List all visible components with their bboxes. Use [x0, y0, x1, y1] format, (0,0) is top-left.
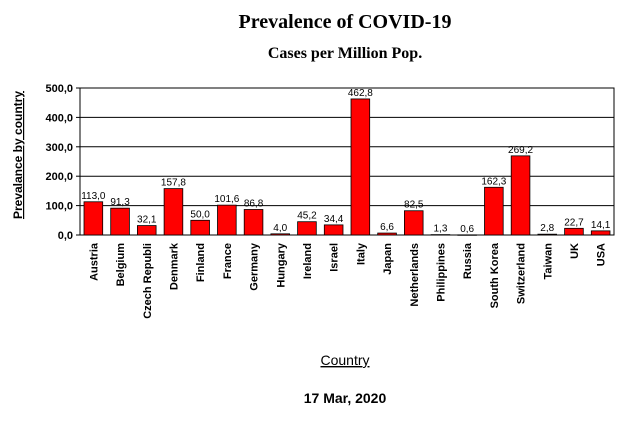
- footnote-date: 17 Mar, 2020: [304, 390, 387, 406]
- bar: [564, 227, 584, 236]
- x-tick-label: Switzerland: [516, 243, 528, 304]
- y-tick-label: 400,0: [45, 112, 73, 124]
- bar: [590, 230, 611, 236]
- y-tick-label: 300,0: [45, 142, 73, 154]
- bar: [110, 207, 130, 236]
- bar: [377, 232, 397, 236]
- x-tick-labels: Austria Belgium Czech Republi Denmark Finlan…: [88, 242, 607, 319]
- x-tick-label: Taiwan: [542, 243, 554, 280]
- bar: [404, 210, 424, 236]
- bar: [457, 234, 477, 236]
- value-label: 32,1: [137, 215, 157, 226]
- bar: [217, 204, 237, 236]
- value-label: 101,6: [214, 194, 239, 205]
- value-label: 50,0: [190, 209, 210, 220]
- bar: [510, 155, 531, 236]
- y-tick-label: 200,0: [45, 171, 73, 183]
- value-label: 86,8: [244, 198, 264, 209]
- x-tick-label: South Korea: [489, 242, 501, 308]
- x-tick-label: USA: [596, 243, 608, 266]
- value-label: 1,3: [433, 224, 447, 235]
- plot-area: [79, 87, 615, 236]
- y-tick-labels: 0,0 100,0 200,0 300,0 400,0 500,0: [45, 83, 80, 242]
- value-label: 14,1: [591, 220, 611, 231]
- x-tick-label: Czech Republi: [142, 243, 154, 319]
- value-label: 82,5: [404, 200, 424, 211]
- value-labels: 113,0 91,3 32,1 157,8 50,0 101,6 86,8 4,0 45,2 34…: [81, 88, 611, 235]
- value-label: 34,4: [324, 214, 344, 225]
- bar: [350, 98, 371, 236]
- bar: [137, 225, 157, 236]
- bars: [83, 98, 611, 236]
- bar: [430, 234, 451, 236]
- x-tick-label: Italy: [355, 242, 367, 265]
- y-tick-label: 100,0: [45, 201, 73, 213]
- x-axis-label: Country: [320, 352, 369, 368]
- value-label: 157,8: [161, 178, 186, 189]
- bar: [163, 188, 184, 236]
- bar: [270, 233, 290, 236]
- value-label: 45,2: [297, 211, 317, 222]
- chart-subtitle: Cases per Million Pop.: [268, 45, 422, 62]
- x-tick-label: Israel: [329, 243, 341, 272]
- bar: [484, 186, 504, 236]
- x-tick-label: Russia: [462, 242, 474, 279]
- bar: [243, 209, 264, 236]
- x-tick-label: Philippines: [435, 243, 447, 302]
- x-tick-label: Ireland: [302, 243, 314, 279]
- y-axis-label: Prevalance by country: [11, 91, 25, 219]
- y-tick-label: 0,0: [58, 230, 73, 242]
- value-label: 22,7: [564, 217, 584, 228]
- x-tick-label: Hungary: [275, 242, 287, 288]
- x-tick-label: Finland: [195, 243, 207, 282]
- value-label: 6,6: [380, 222, 394, 233]
- grid-lines: [80, 116, 614, 207]
- bar: [83, 201, 104, 236]
- x-tick-label: Austria: [88, 242, 100, 281]
- x-tick-label: Germany: [249, 242, 261, 291]
- value-label: 0,6: [460, 224, 474, 235]
- x-tick-label: Netherlands: [409, 243, 421, 307]
- chart-title: Prevalence of COVID-19: [239, 11, 452, 33]
- value-label: 2,8: [540, 223, 554, 234]
- value-label: 4,0: [273, 223, 287, 234]
- bar: [190, 219, 210, 236]
- value-label: 462,8: [348, 88, 373, 99]
- bar: [323, 224, 344, 236]
- y-tick-label: 500,0: [45, 83, 73, 95]
- value-label: 91,3: [110, 197, 130, 208]
- value-label: 113,0: [81, 191, 106, 202]
- x-tick-label: Belgium: [115, 243, 127, 287]
- x-tick-label: France: [222, 243, 234, 279]
- x-tick-label: Japan: [382, 243, 394, 275]
- value-label: 162,3: [481, 176, 506, 187]
- x-tick-label: UK: [569, 243, 581, 259]
- bar: [537, 233, 557, 236]
- bar: [297, 221, 317, 236]
- value-label: 269,2: [508, 145, 533, 156]
- x-tick-label: Denmark: [168, 242, 180, 290]
